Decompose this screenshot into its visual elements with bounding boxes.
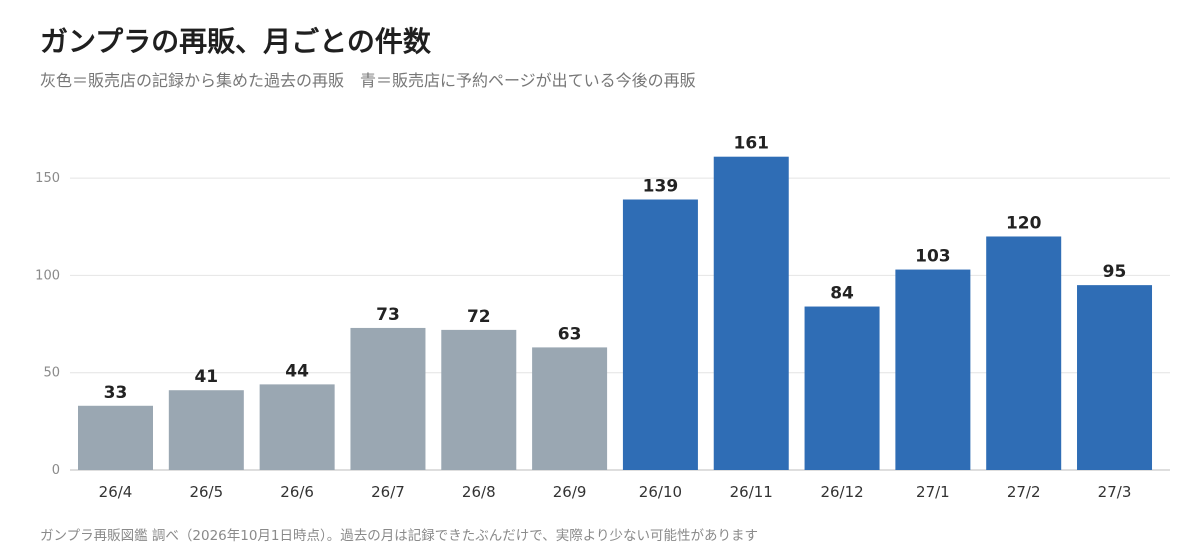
x-axis-ticks: 26/4 26/5 26/6 26/7 26/8 26/9 26/10 26/11 26/12 2… (99, 483, 1132, 501)
data-label: 41 (194, 367, 218, 387)
bar (532, 347, 608, 470)
x-tick-label: 27/2 (1007, 483, 1041, 501)
data-label: 139 (643, 177, 679, 197)
x-tick-label: 26/4 (99, 483, 133, 501)
bar (713, 156, 789, 470)
y-tick-label: 0 (52, 463, 60, 478)
chart-subtitle: 灰色＝販売店の記録から集めた過去の再販 青＝販売店に予約ページが出ている今後の再… (40, 71, 696, 90)
x-tick-label: 26/7 (371, 483, 405, 501)
bar (895, 269, 971, 470)
bar (259, 384, 335, 470)
x-tick-label: 26/9 (553, 483, 587, 501)
bar (168, 390, 244, 470)
bar (1077, 285, 1153, 470)
data-label: 120 (1006, 213, 1042, 233)
bar (622, 199, 698, 471)
y-tick-label: 50 (43, 366, 60, 381)
x-tick-label: 26/11 (730, 483, 773, 501)
data-label: 84 (830, 284, 854, 304)
data-label: 63 (558, 324, 582, 344)
bar (78, 405, 153, 470)
x-tick-label: 26/10 (639, 483, 682, 501)
bar (350, 327, 426, 470)
x-tick-label: 26/6 (280, 483, 314, 501)
y-tick-label: 150 (35, 171, 60, 186)
bar (804, 306, 880, 470)
y-tick-label: 100 (35, 268, 60, 283)
data-label: 73 (376, 305, 400, 325)
x-tick-label: 26/5 (189, 483, 223, 501)
data-label: 103 (915, 247, 951, 267)
x-tick-label: 26/12 (820, 483, 863, 501)
x-tick-label: 26/8 (462, 483, 496, 501)
data-label: 161 (733, 134, 769, 154)
bar (986, 236, 1062, 470)
data-label: 33 (104, 383, 128, 403)
x-tick-label: 27/1 (916, 483, 950, 501)
bar (441, 329, 517, 470)
x-tick-label: 27/3 (1098, 483, 1132, 501)
bars (78, 156, 1153, 471)
y-axis-ticks: 0 50 100 150 (35, 171, 60, 478)
chart-title: ガンプラの再販、月ごとの件数 (40, 25, 431, 58)
data-label: 44 (285, 361, 309, 381)
data-label: 72 (467, 307, 491, 327)
data-label: 95 (1103, 262, 1127, 282)
source-note: ガンプラ再販図鑑 調べ（2026年10月1日時点）。過去の月は記録できたぶんだけ… (40, 528, 758, 544)
data-labels: 33 41 44 73 72 63 139 161 84 103 120 95 (104, 134, 1127, 403)
